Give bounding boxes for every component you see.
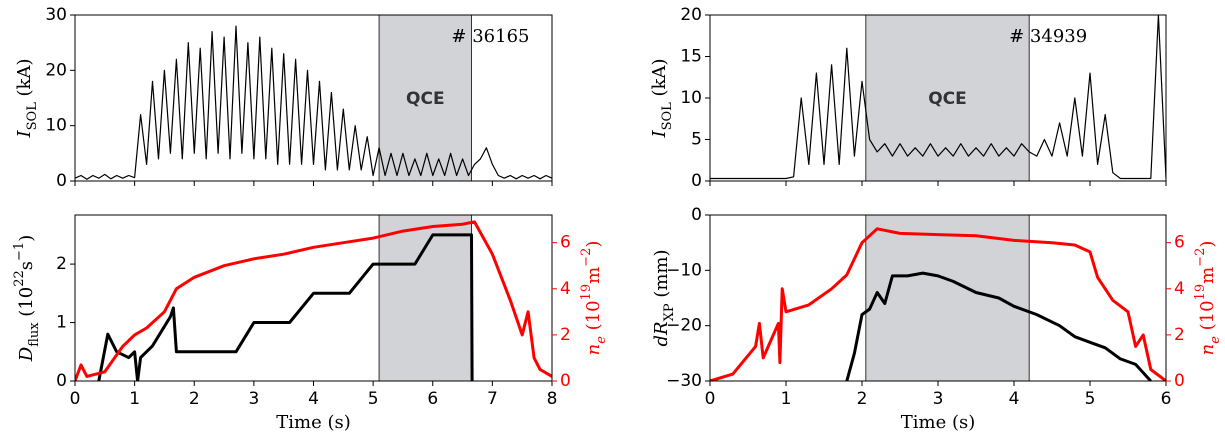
axis-label: ISOL (kA): [649, 58, 675, 138]
axis-label-part: (10: [16, 287, 37, 323]
y2-tick-label: 6: [1174, 233, 1185, 253]
y-tick-label: 0: [56, 171, 67, 191]
y-tick-label: 30: [45, 5, 67, 25]
data-line: [845, 271, 1152, 381]
x-tick-label: 5: [368, 389, 379, 409]
x-tick-label: 6: [427, 389, 438, 409]
y-tick-label: 0: [56, 371, 67, 391]
axis-label-part: (mm): [651, 250, 672, 304]
y-tick-label: 5: [691, 130, 702, 150]
y2-tick-label: 6: [560, 233, 571, 253]
qce-shade: [378, 214, 473, 382]
x-tick-label: 3: [933, 389, 944, 409]
axis-label-part: m: [583, 267, 604, 284]
data-line: [97, 233, 474, 381]
axis-label-part: e: [1208, 336, 1223, 344]
x-tick-label: 8: [547, 389, 558, 409]
axis-label-part: D: [16, 346, 37, 362]
x-tick-label: 1: [129, 389, 140, 409]
axis-label-part: e: [594, 336, 609, 344]
x-tick-label: 2: [857, 389, 868, 409]
x-axis-label: Time (s): [276, 412, 351, 433]
axis-label-part: n: [1197, 344, 1218, 356]
x-tick-label: 1: [781, 389, 792, 409]
axis-label-part: 19: [579, 284, 594, 301]
y2-tick-label: 0: [1174, 371, 1185, 391]
plot-frame: [74, 214, 553, 382]
x-tick-label: 2: [189, 389, 200, 409]
axis-label-part: 22: [12, 270, 27, 287]
axis-label-part: m: [1197, 267, 1218, 284]
axis-label-part: −2: [1193, 248, 1208, 267]
y2-tick-label: 2: [560, 325, 571, 345]
x-tick-label: 0: [70, 389, 81, 409]
y2-tick-label: 0: [560, 371, 571, 391]
axis-label-part: I: [649, 130, 670, 139]
axis-label-part: dR: [651, 321, 672, 346]
axis-label-part: (kA): [649, 58, 670, 102]
axis-label-part: (10: [1197, 300, 1218, 336]
y-tick-label: −10: [666, 260, 702, 280]
qce-shade: [865, 214, 1030, 382]
y-tick-label: −20: [666, 316, 702, 336]
y-tick-label: 20: [45, 60, 67, 80]
data-line: [75, 25, 552, 180]
axis-label-part: −2: [579, 248, 594, 267]
axis-label-part: (kA): [14, 58, 35, 102]
y-tick-label: 10: [680, 88, 702, 108]
x-tick-label: 7: [487, 389, 498, 409]
x-tick-label: 3: [248, 389, 259, 409]
axis-label-part: SOL: [25, 102, 40, 131]
qce-label: QCE: [406, 89, 445, 109]
x-tick-label: 0: [705, 389, 716, 409]
y-tick-label: −30: [666, 371, 702, 391]
y2-tick-label: 4: [560, 279, 571, 299]
shot-number: # 34939: [1009, 26, 1087, 47]
qce-shade: [378, 14, 473, 182]
axis-label-part: s: [16, 261, 37, 270]
x-axis-label: Time (s): [901, 412, 976, 433]
x-tick-label: 4: [1009, 389, 1020, 409]
axis-label-part: 19: [1193, 284, 1208, 301]
axis-label: ne (1019m−2): [1193, 241, 1223, 356]
qce-label: QCE: [928, 89, 967, 109]
data-line: [75, 220, 552, 381]
axis-label-part: −1: [12, 242, 27, 261]
axis-label-part: n: [583, 344, 604, 356]
data-line: [710, 15, 1166, 180]
axis-label-part: I: [14, 130, 35, 139]
y-tick-label: 20: [680, 5, 702, 25]
data-line: [710, 227, 1166, 381]
axis-label-part: ): [1197, 241, 1218, 248]
x-tick-label: 4: [308, 389, 319, 409]
axis-label-part: ): [583, 241, 604, 248]
y-tick-label: 1: [56, 313, 67, 333]
y-tick-label: 2: [56, 254, 67, 274]
x-tick-label: 6: [1161, 389, 1172, 409]
axis-label-part: ): [16, 235, 37, 242]
axis-label-part: flux: [27, 322, 42, 347]
shot-number: # 36165: [451, 26, 529, 47]
y-tick-label: 0: [691, 205, 702, 225]
axis-label: dRXP (mm): [651, 250, 677, 347]
axis-label: ISOL (kA): [14, 58, 40, 138]
x-tick-label: 5: [1085, 389, 1096, 409]
y2-tick-label: 4: [1174, 279, 1185, 299]
axis-label-part: XP: [662, 303, 677, 321]
axis-label-part: (10: [583, 300, 604, 336]
axis-label: ne (1019m−2): [579, 241, 609, 356]
y-tick-label: 0: [691, 171, 702, 191]
y-tick-label: 10: [45, 116, 67, 136]
axis-label-part: SOL: [660, 102, 675, 131]
y2-tick-label: 2: [1174, 325, 1185, 345]
axis-label: Dflux (1022s−1): [12, 235, 42, 362]
y-tick-label: 15: [680, 47, 702, 67]
